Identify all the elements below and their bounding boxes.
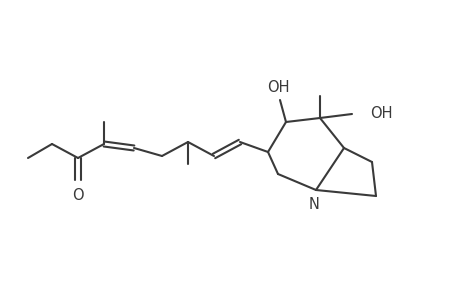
Text: OH: OH: [266, 80, 289, 95]
Text: N: N: [308, 197, 319, 212]
Text: OH: OH: [369, 106, 392, 122]
Text: O: O: [72, 188, 84, 203]
